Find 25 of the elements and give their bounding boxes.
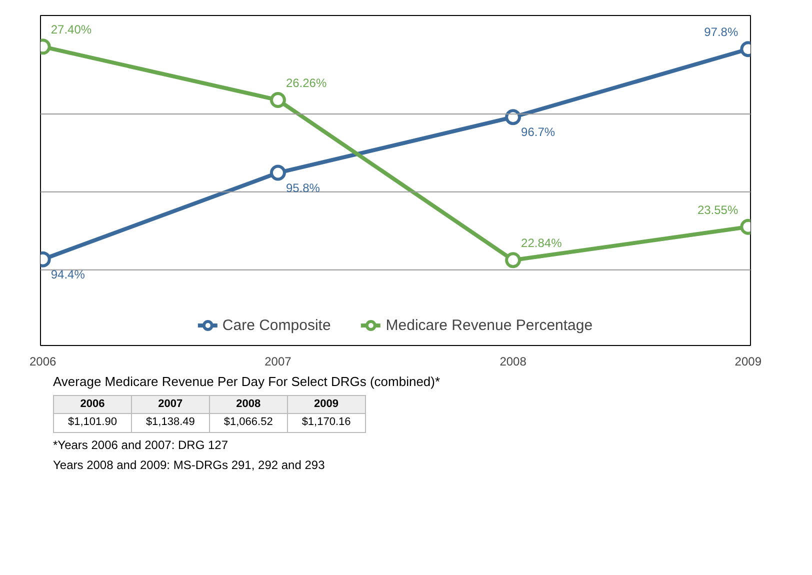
data-label: 26.26%	[286, 76, 327, 90]
x-tick-label: 2008	[500, 354, 527, 368]
data-label: 97.8%	[704, 25, 738, 40]
text: 2007	[131, 395, 210, 414]
text: *Years 2006 and 2007: DRG 127	[53, 436, 230, 454]
text: 2008	[209, 395, 288, 414]
data-label: 96.7%	[521, 125, 556, 140]
legend-label: Medicare Revenue Percentage	[386, 316, 593, 334]
text: $1,066.52	[209, 414, 288, 432]
legend-label: Care Composite	[222, 316, 331, 334]
text: Average Medicare Revenue Per Day For Select DRGs (combined)*	[53, 374, 440, 389]
x-tick-label: 2009	[734, 354, 762, 368]
data-label: 95.8%	[286, 180, 320, 195]
text: $1,138.49	[131, 414, 210, 432]
text: 2009	[287, 395, 366, 414]
data-label: 94.4%	[50, 267, 86, 282]
text: 2006	[54, 395, 132, 414]
data-label: 23.55%	[697, 202, 738, 217]
data-label: 22.84%	[521, 236, 562, 250]
text: $1,101.90	[54, 414, 132, 432]
data-label: 27.40%	[50, 22, 92, 37]
text: Years 2008 and 2009: MS-DRGs 291, 292 and 293	[53, 457, 326, 474]
x-tick-label: 2006	[30, 354, 57, 368]
x-tick-label: 2007	[264, 354, 292, 368]
text: $1,170.16	[287, 414, 366, 432]
